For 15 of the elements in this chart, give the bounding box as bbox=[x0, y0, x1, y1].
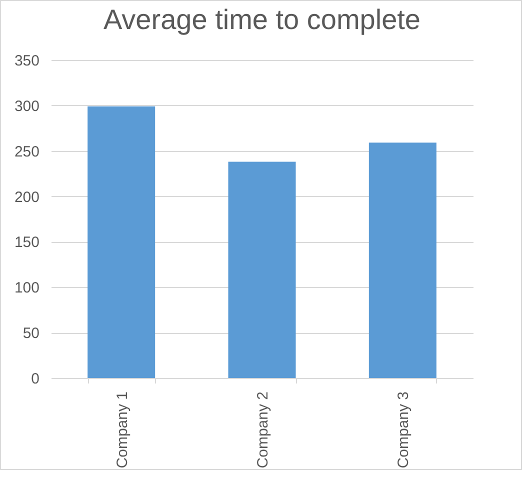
y-tick-label: 0 bbox=[31, 370, 40, 388]
y-tick-label: 300 bbox=[14, 98, 40, 115]
y-tick-label: 350 bbox=[14, 52, 40, 70]
y-tick-label: 50 bbox=[22, 325, 40, 342]
y-tick-label: 150 bbox=[14, 234, 40, 252]
y-tick-label: 250 bbox=[14, 143, 40, 160]
chart-title: Average time to complete bbox=[104, 4, 420, 35]
bar bbox=[88, 106, 156, 378]
x-tick-label: Company 1 bbox=[114, 392, 131, 468]
x-tick-label: Company 3 bbox=[395, 392, 412, 468]
y-tick-label: 200 bbox=[14, 188, 40, 206]
bar bbox=[228, 162, 296, 378]
x-tick-label: Company 2 bbox=[254, 392, 272, 468]
y-tick-label: 100 bbox=[14, 280, 40, 297]
bar bbox=[368, 142, 436, 378]
